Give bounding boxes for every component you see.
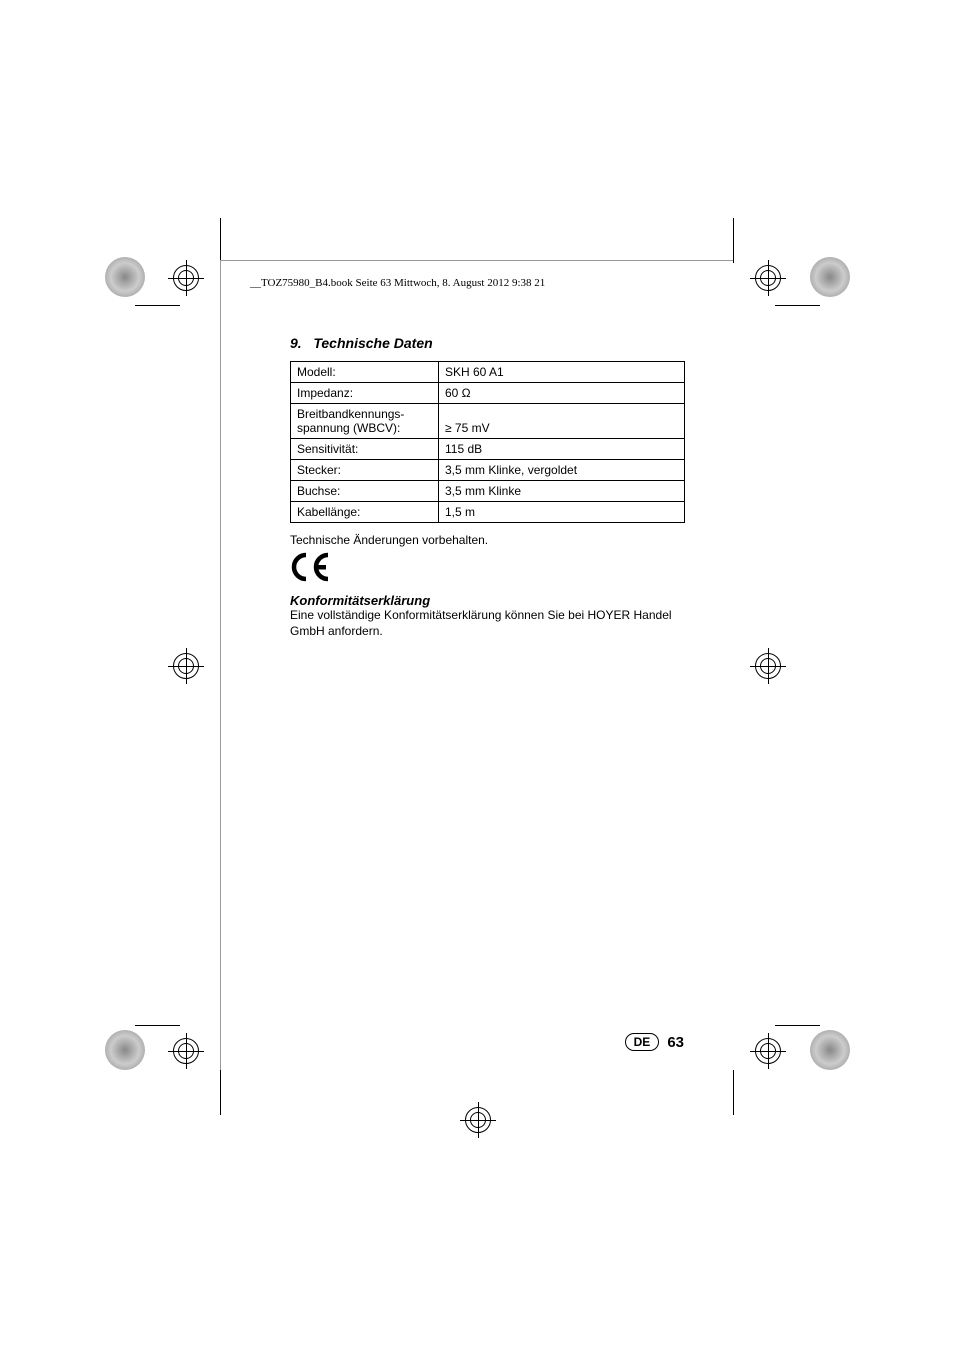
page-footer: DE 63 — [625, 1033, 684, 1051]
conformity-title: Konformitätserklärung — [290, 593, 690, 608]
section-number: 9. — [290, 335, 302, 351]
crop-target-ml — [168, 648, 204, 684]
header-filename: __TOZ75980_B4.book Seite 63 Mittwoch, 8.… — [250, 277, 545, 289]
crop-circle-tr — [810, 257, 850, 297]
trim-line — [733, 1070, 734, 1115]
frame-line — [220, 260, 221, 1070]
table-row: Modell: SKH 60 A1 — [291, 362, 685, 383]
spec-label: Impedanz: — [291, 383, 439, 404]
crop-target-tl — [168, 260, 204, 296]
table-row: Stecker: 3,5 mm Klinke, vergoldet — [291, 460, 685, 481]
spec-value: 115 dB — [439, 439, 685, 460]
table-row: Sensitivität: 115 dB — [291, 439, 685, 460]
crop-circle-br — [810, 1030, 850, 1070]
table-row: Impedanz: 60 Ω — [291, 383, 685, 404]
table-row: Buchse: 3,5 mm Klinke — [291, 481, 685, 502]
crop-circle-bl — [105, 1030, 145, 1070]
specs-table: Modell: SKH 60 A1 Impedanz: 60 Ω Breitba… — [290, 361, 685, 523]
language-badge: DE — [625, 1033, 660, 1051]
trim-line — [135, 1025, 180, 1026]
section-title-text: Technische Daten — [313, 335, 432, 351]
ce-mark-icon — [290, 551, 690, 591]
crop-circle-tl — [105, 257, 145, 297]
trim-line — [775, 305, 820, 306]
spec-label: Sensitivität: — [291, 439, 439, 460]
trim-line — [775, 1025, 820, 1026]
spec-value: 3,5 mm Klinke — [439, 481, 685, 502]
frame-line — [220, 260, 733, 261]
trim-line — [733, 218, 734, 263]
spec-label: Buchse: — [291, 481, 439, 502]
conformity-text: Eine vollständige Konformitätserklärung … — [290, 608, 690, 639]
trim-line — [220, 1070, 221, 1115]
table-row: Breitbandkennungs-spannung (WBCV): ≥ 75 … — [291, 404, 685, 439]
spec-value: 60 Ω — [439, 383, 685, 404]
spec-label: Kabellänge: — [291, 502, 439, 523]
page-number: 63 — [667, 1034, 684, 1051]
trim-line — [135, 305, 180, 306]
spec-value: 1,5 m — [439, 502, 685, 523]
crop-target-br — [750, 1033, 786, 1069]
section-title: 9. Technische Daten — [290, 335, 690, 351]
crop-target-mr — [750, 648, 786, 684]
spec-label: Modell: — [291, 362, 439, 383]
crop-target-bm — [460, 1102, 496, 1138]
table-row: Kabellänge: 1,5 m — [291, 502, 685, 523]
crop-target-tr — [750, 260, 786, 296]
spec-value: SKH 60 A1 — [439, 362, 685, 383]
spec-label: Breitbandkennungs-spannung (WBCV): — [291, 404, 439, 439]
crop-target-bl — [168, 1033, 204, 1069]
spec-value: ≥ 75 mV — [439, 404, 685, 439]
trim-line — [220, 218, 221, 263]
page-content: 9. Technische Daten Modell: SKH 60 A1 Im… — [290, 335, 690, 639]
tech-changes-note: Technische Änderungen vorbehalten. — [290, 533, 690, 547]
spec-label: Stecker: — [291, 460, 439, 481]
spec-value: 3,5 mm Klinke, vergoldet — [439, 460, 685, 481]
